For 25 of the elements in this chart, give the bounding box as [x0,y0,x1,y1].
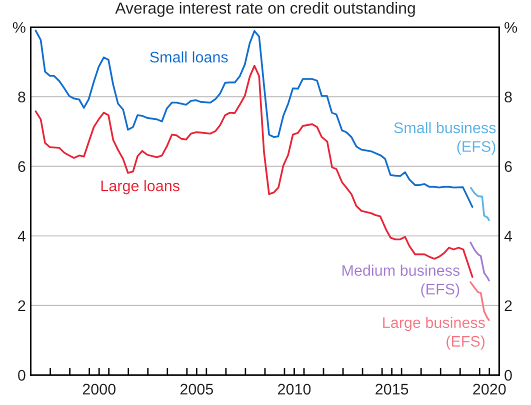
y2-tick-label: 2 [504,300,512,311]
chart-title: Average interest rate on credit outstanding [115,2,415,17]
y-tick-label: 0 [18,370,26,381]
line-series [470,242,490,282]
x-tick-label: 2005 [180,384,214,395]
y2-tick-label: 4 [504,230,512,242]
y-tick-label: 4 [18,230,26,242]
y2-tick-label: % [504,22,518,33]
text: Small business (EFS) [394,122,496,155]
x-tick-label: 2010 [278,384,311,395]
series-label: Large loans [101,180,180,194]
series-label: Small loans [150,51,228,63]
series-label: Medium business (EFS) [342,264,460,298]
y-tick-label: 8 [18,92,26,102]
x-tick-label: 2015 [376,384,408,395]
y-tick-label: 2 [18,300,26,311]
y2-tick-label: 6 [504,161,512,172]
series-label: Large business (EFS) [383,316,485,350]
y-tick-label: 6 [18,161,26,172]
y2-tick-label: 0 [504,370,512,381]
x-tick-label: 2000 [82,384,116,395]
line-series [470,186,490,222]
y-tick-label: % [12,22,26,33]
x-tick-label: 2020 [473,384,506,395]
y2-tick-label: 8 [504,92,512,102]
